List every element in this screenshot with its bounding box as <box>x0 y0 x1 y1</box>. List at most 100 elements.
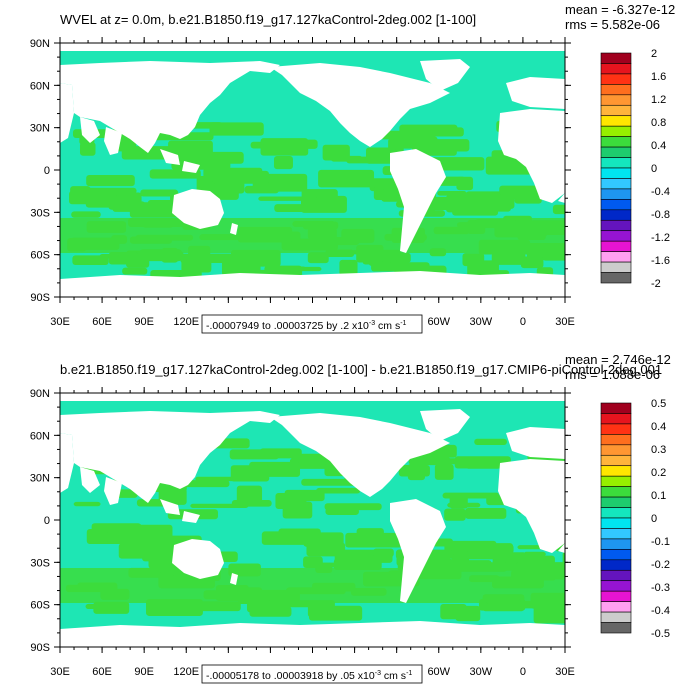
map-field <box>60 43 565 297</box>
colorbar-swatch <box>600 230 632 242</box>
colorbar-swatch <box>600 528 632 540</box>
lat-tick-label: 30N <box>30 473 50 485</box>
colorbar-swatch <box>600 115 632 127</box>
colorbar-swatch <box>600 549 632 561</box>
colorbar-level-label: 0.2 <box>651 467 666 479</box>
colorbar-swatch <box>600 272 632 284</box>
lat-tick-label: 60S <box>30 600 50 612</box>
colorbar-level-label: 0.4 <box>651 140 666 152</box>
lat-tick-label: 90N <box>30 388 50 400</box>
colorbar-swatch <box>600 475 632 487</box>
lon-tick-label: 90E <box>134 666 154 678</box>
lon-tick-label: 120E <box>173 666 199 678</box>
colorbar-level-label: 1.2 <box>651 94 666 106</box>
colorbar-swatch <box>600 486 632 498</box>
colorbar-swatch <box>600 63 632 75</box>
colorbar-swatch <box>600 517 632 529</box>
colorbar-level-label: -0.3 <box>651 582 670 594</box>
colorbar-swatch <box>600 209 632 221</box>
colorbar-swatch <box>600 125 632 137</box>
colorbar-swatch <box>600 601 632 613</box>
lon-tick-label: 30E <box>555 666 575 678</box>
lat-tick-label: 90S <box>30 292 50 304</box>
colorbar-level-label: -1.2 <box>651 232 670 244</box>
colorbar-swatch <box>600 569 632 582</box>
lon-tick-label: 60E <box>92 666 112 678</box>
lon-tick-label: 60W <box>427 666 450 678</box>
colorbar: 2 1.6 1.2 0.8 0.4 0 -0.4 -0.8 -1.2 -1.6 -2 <box>600 48 670 290</box>
colorbar-swatch <box>600 580 632 592</box>
colorbar-level-label: 0.4 <box>651 421 666 433</box>
colorbar-swatch <box>600 199 632 211</box>
colorbar-swatch <box>600 590 632 602</box>
lon-tick-label: 90E <box>134 316 154 328</box>
colorbar-swatch <box>600 94 632 106</box>
colorbar-level-label: -0.8 <box>651 209 670 221</box>
map-panel-2: b.e21.B1850.f19_g17.127kaControl-2deg.00… <box>30 352 671 684</box>
lat-tick-label: 60N <box>30 80 50 92</box>
lat-tick-label: 30N <box>30 123 50 135</box>
colorbar-swatch <box>600 157 632 169</box>
colorbar-swatch <box>600 465 632 477</box>
colorbar-swatch <box>600 104 632 117</box>
colorbar-swatch <box>600 146 632 158</box>
colorbar-swatch <box>600 261 632 273</box>
map-field <box>60 393 565 647</box>
colorbar-swatch <box>600 402 632 414</box>
colorbar-swatch <box>600 251 632 263</box>
colorbar-level-label: 0.8 <box>651 117 666 129</box>
colorbar-level-label: 1.6 <box>651 71 666 83</box>
colorbar-swatch <box>600 611 632 623</box>
colorbar-swatch <box>600 538 632 550</box>
colorbar-swatch <box>600 507 632 519</box>
colorbar-swatch <box>600 52 632 64</box>
svg-text:-.00007949 to .00003725 by .2: -.00007949 to .00003725 by .2 x10-3 cm s… <box>206 320 407 332</box>
panel-title: WVEL at z= 0.0m, b.e21.B1850.f19_g17.127… <box>60 12 476 27</box>
svg-text:-.00005178 to .00003918 by .05: -.00005178 to .00003918 by .05 x10-3 cm … <box>206 670 412 682</box>
lat-tick-label: 0 <box>44 515 50 527</box>
colorbar-level-label: 0 <box>651 163 657 175</box>
colorbar-swatch <box>600 413 632 425</box>
colorbar-level-label: 0.3 <box>651 444 666 456</box>
colorbar-level-label: -0.4 <box>651 186 670 198</box>
lon-tick-label: 30W <box>470 666 493 678</box>
colorbar-swatch <box>600 434 632 446</box>
lon-tick-label: 30E <box>50 666 70 678</box>
lat-tick-label: 30S <box>30 207 50 219</box>
colorbar: 0.5 0.4 0.3 0.2 0.1 0 -0.1 -0.2 -0.3 -0.4 -0.5 <box>600 398 670 640</box>
colorbar-swatch <box>600 73 632 85</box>
lat-tick-label: 30S <box>30 557 50 569</box>
map-panel-1: WVEL at z= 0.0m, b.e21.B1850.f19_g17.127… <box>30 2 675 334</box>
panel-stat: rms = 5.582e-06 <box>565 17 660 32</box>
colorbar-level-label: -1.6 <box>651 255 670 267</box>
colorbar-swatch <box>600 423 632 435</box>
colorbar-swatch <box>600 444 632 456</box>
colorbar-level-label: -0.1 <box>651 536 670 548</box>
colorbar-level-label: -0.5 <box>651 628 670 640</box>
colorbar-swatch <box>600 84 632 96</box>
colorbar-swatch <box>600 136 632 148</box>
panel-stat: mean = -6.327e-12 <box>565 2 675 17</box>
lon-tick-label: 60W <box>427 316 450 328</box>
contour-range-box: -.00005178 to .00003918 by .05 x10-3 cm … <box>201 664 423 684</box>
colorbar-swatch <box>600 188 632 200</box>
colorbar-swatch <box>600 178 632 190</box>
lon-tick-label: 120E <box>173 316 199 328</box>
lon-tick-label: 0 <box>520 666 526 678</box>
colorbar-swatch <box>600 454 632 467</box>
lat-tick-label: 90S <box>30 642 50 654</box>
colorbar-swatch <box>600 622 632 634</box>
colorbar-level-label: 0 <box>651 513 657 525</box>
panel-title: b.e21.B1850.f19_g17.127kaControl-2deg.00… <box>60 362 662 377</box>
colorbar-level-label: -0.2 <box>651 559 670 571</box>
lat-tick-label: 60S <box>30 250 50 262</box>
lat-tick-label: 60N <box>30 430 50 442</box>
lon-tick-label: 60E <box>92 316 112 328</box>
contour-range-box: -.00007949 to .00003725 by .2 x10-3 cm s… <box>201 314 423 334</box>
lon-tick-label: 30E <box>555 316 575 328</box>
colorbar-level-label: 0.1 <box>651 490 666 502</box>
colorbar-level-label: 0.5 <box>651 398 666 410</box>
lat-tick-label: 0 <box>44 165 50 177</box>
colorbar-level-label: -0.4 <box>651 605 670 617</box>
